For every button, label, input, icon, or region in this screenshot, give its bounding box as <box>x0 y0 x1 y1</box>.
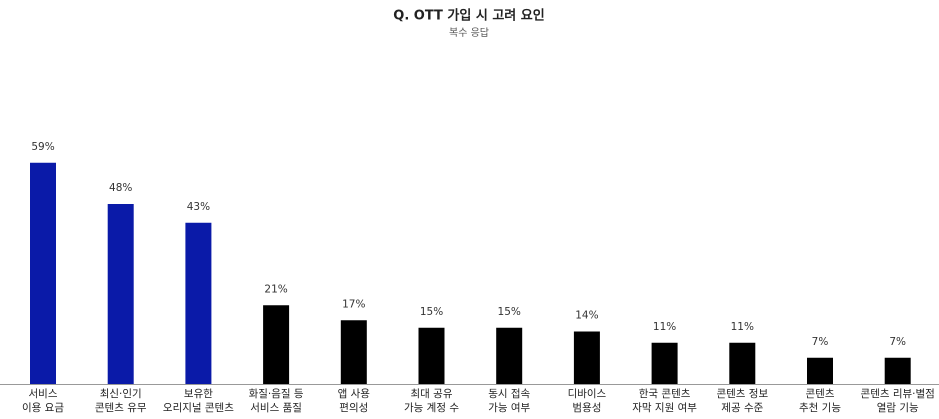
x-tick-label-line: 추천 기능 <box>799 402 841 414</box>
value-label: 15% <box>498 306 521 318</box>
x-tick-label-line: 콘텐츠 정보 <box>716 388 768 400</box>
value-label: 21% <box>264 283 287 295</box>
x-tick-label-line: 범용성 <box>572 402 601 414</box>
bar <box>496 327 523 384</box>
value-label: 11% <box>653 321 676 333</box>
x-tick-label-line: 가능 여부 <box>488 402 530 414</box>
x-tick-label-line: 동시 접속 <box>488 388 530 400</box>
x-tick-label-line: 화질·음질 등 <box>249 388 304 400</box>
x-tick-label-line: 제공 수준 <box>721 402 763 414</box>
bar <box>729 342 756 384</box>
x-tick-label-line: 오리지널 콘텐츠 <box>163 402 234 414</box>
x-tick-label-line: 콘텐츠 <box>806 388 835 400</box>
x-tick-label: 콘텐츠 리뷰·별점 열람 기능 <box>861 388 935 414</box>
x-tick-label-line: 열람 기능 <box>877 401 919 414</box>
x-tick-label-line: 콘텐츠 리뷰·별점 <box>861 388 935 400</box>
bar <box>651 342 678 384</box>
value-label: 7% <box>889 336 906 348</box>
x-tick-label-line: 이용 요금 <box>22 402 64 414</box>
value-label: 59% <box>31 141 54 153</box>
value-label: 15% <box>420 306 443 318</box>
value-label: 11% <box>731 321 754 333</box>
bar <box>573 331 600 384</box>
x-tick-label-line: 앱 사용 <box>338 388 371 400</box>
value-label: 17% <box>342 298 365 310</box>
chart-title: Q. OTT 가입 시 고려 요인 <box>393 8 544 24</box>
x-tick-label-line: 편의성 <box>339 401 368 414</box>
value-label: 14% <box>575 310 598 322</box>
bar <box>30 162 56 384</box>
x-tick-label-line: 보유한 <box>184 388 213 400</box>
value-label: 43% <box>187 201 210 213</box>
x-tick-label-line: 최대 공유 <box>411 388 453 400</box>
x-tick-label-line: 서비스 <box>29 388 58 400</box>
bar <box>340 320 367 384</box>
x-tick-label-line: 가능 계정 수 <box>404 402 459 414</box>
x-tick-label-line: 한국 콘텐츠 <box>639 388 691 400</box>
x-tick-label-line: 콘텐츠 유무 <box>95 402 147 414</box>
bar <box>107 204 134 384</box>
x-tick-label-line: 서비스 품질 <box>250 402 302 414</box>
bar <box>185 222 212 384</box>
x-tick-label: 앱 사용 편의성 <box>338 388 371 414</box>
bar <box>807 357 833 384</box>
x-tick-label-line: 최신·인기 <box>100 388 142 400</box>
bar <box>263 305 290 384</box>
bar <box>884 357 911 384</box>
value-label: 7% <box>812 336 829 348</box>
x-tick-label-line: 자막 지원 여부 <box>632 402 697 414</box>
x-tick-label-line: 디바이스 <box>568 388 607 400</box>
chart-subtitle: 복수 응답 <box>449 27 489 39</box>
value-label: 48% <box>109 182 132 194</box>
bar <box>418 327 445 384</box>
